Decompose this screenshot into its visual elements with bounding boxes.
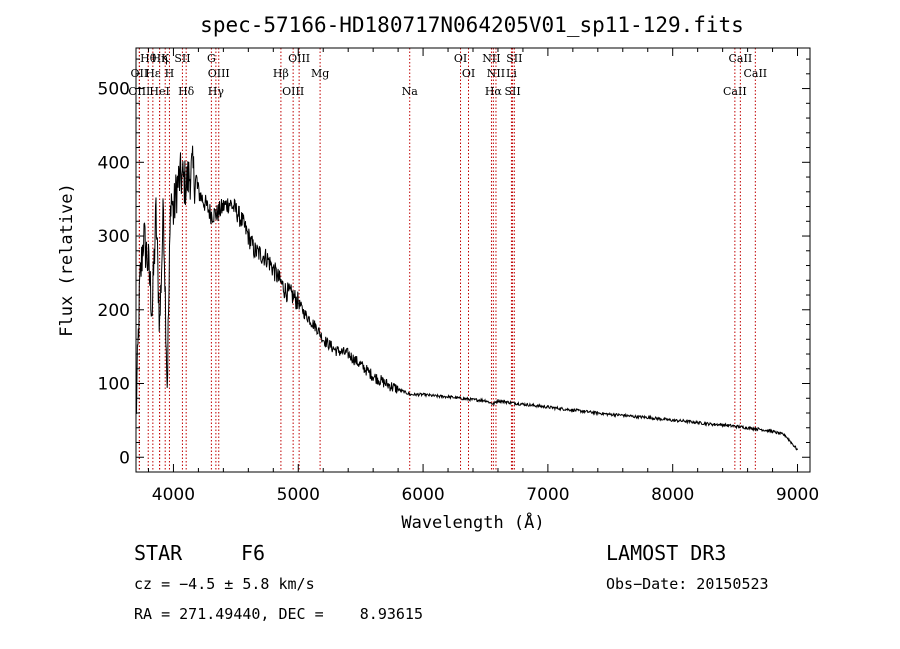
- spectral-line-label: SII: [174, 52, 190, 65]
- spectral-line-label: G: [207, 52, 216, 65]
- spectral-line-label: OIII: [282, 85, 304, 98]
- spectral-line-label: Hα: [485, 85, 503, 98]
- spectral-line-label: Hη: [151, 52, 167, 65]
- spectral-line-label: Na: [402, 85, 419, 98]
- spectral-line-label: Hβ: [273, 67, 289, 80]
- axis-ticks-layer: [136, 48, 810, 472]
- survey-name: LAMOST DR3: [606, 541, 726, 565]
- spectral-line-label: CaII: [729, 52, 753, 65]
- spectral-line-label: OIII: [208, 67, 230, 80]
- spectral-line-label: Hδ: [178, 85, 195, 98]
- y-tick-label: 200: [98, 301, 130, 321]
- y-tick-label: 300: [98, 227, 130, 247]
- spectral-line-label: NII: [482, 52, 500, 65]
- velocity-readout: cz = −4.5 ± 5.8 km/s: [134, 575, 315, 593]
- flux-series-line: [135, 145, 798, 451]
- y-tick-label: 0: [119, 448, 130, 468]
- spectral-lines-layer: [138, 48, 756, 472]
- x-axis-title: Wavelength (Å): [401, 511, 544, 533]
- chart-title: spec-57166-HD180717N064205V01_sp11-129.f…: [200, 13, 744, 37]
- spectral-line-label: OI: [454, 52, 467, 65]
- plot-frame: [135, 47, 811, 473]
- spectral-line-label: K: [161, 52, 170, 65]
- x-tick-label: 8000: [651, 485, 694, 505]
- spectral-line-label: NII: [487, 67, 505, 80]
- x-tick-label: 9000: [776, 485, 819, 505]
- spectral-line-label: Mg: [311, 67, 329, 80]
- y-tick-label: 100: [98, 375, 130, 395]
- x-tick-label: 4000: [152, 485, 195, 505]
- y-tick-label: 500: [98, 80, 130, 100]
- series-layer: [135, 145, 798, 451]
- y-tick-label: 400: [98, 153, 130, 173]
- spectral-line-label: Li: [506, 67, 517, 80]
- axis-tick-labels-layer: 4000 5000 6000 7000 8000 9000 0 100 200 300 400 500: [98, 80, 820, 505]
- spectral-line-label: Hε: [145, 67, 161, 80]
- object-subclass: F6: [241, 541, 265, 565]
- object-class: STAR: [134, 541, 183, 565]
- spectral-line-label: OI: [462, 67, 475, 80]
- y-axis-title: Flux (relative): [57, 183, 77, 337]
- spectral-line-labels-layer: HθOIIOIIIKHεHeIHηHHδSIIOIIIHγGHβOIIIOIII…: [128, 52, 767, 98]
- x-tick-label: 7000: [526, 485, 569, 505]
- spectral-line-label: CaII: [723, 85, 747, 98]
- spectral-line-label: Hθ: [140, 52, 157, 65]
- spectral-line-label: SII: [504, 85, 520, 98]
- spectral-line-label: OIII: [288, 52, 310, 65]
- x-tick-label: 5000: [277, 485, 320, 505]
- spectral-line-label: OIII: [128, 85, 150, 98]
- coordinates: RA = 271.49440, DEC = 8.93615: [134, 605, 423, 623]
- spectral-line-label: Hγ: [208, 85, 225, 98]
- x-tick-label: 6000: [401, 485, 444, 505]
- spectral-line-label: H: [165, 67, 175, 80]
- spectral-line-label: SII: [506, 52, 522, 65]
- spectral-line-label: HeI: [149, 85, 169, 98]
- obs-date: Obs−Date: 20150523: [606, 575, 769, 593]
- spectral-line-label: CaII: [743, 67, 767, 80]
